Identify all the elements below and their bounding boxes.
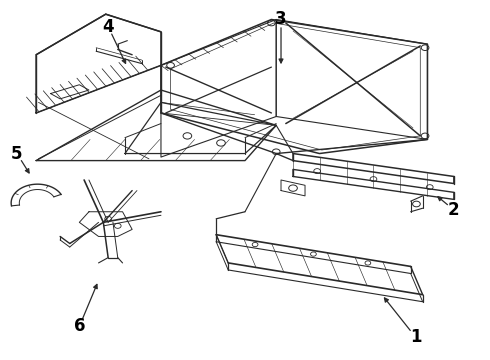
Text: 1: 1 [410,328,421,346]
Text: 6: 6 [74,318,85,336]
Text: 3: 3 [275,10,287,28]
Text: 5: 5 [11,145,23,163]
Text: 2: 2 [448,201,460,219]
Text: 4: 4 [102,18,114,36]
